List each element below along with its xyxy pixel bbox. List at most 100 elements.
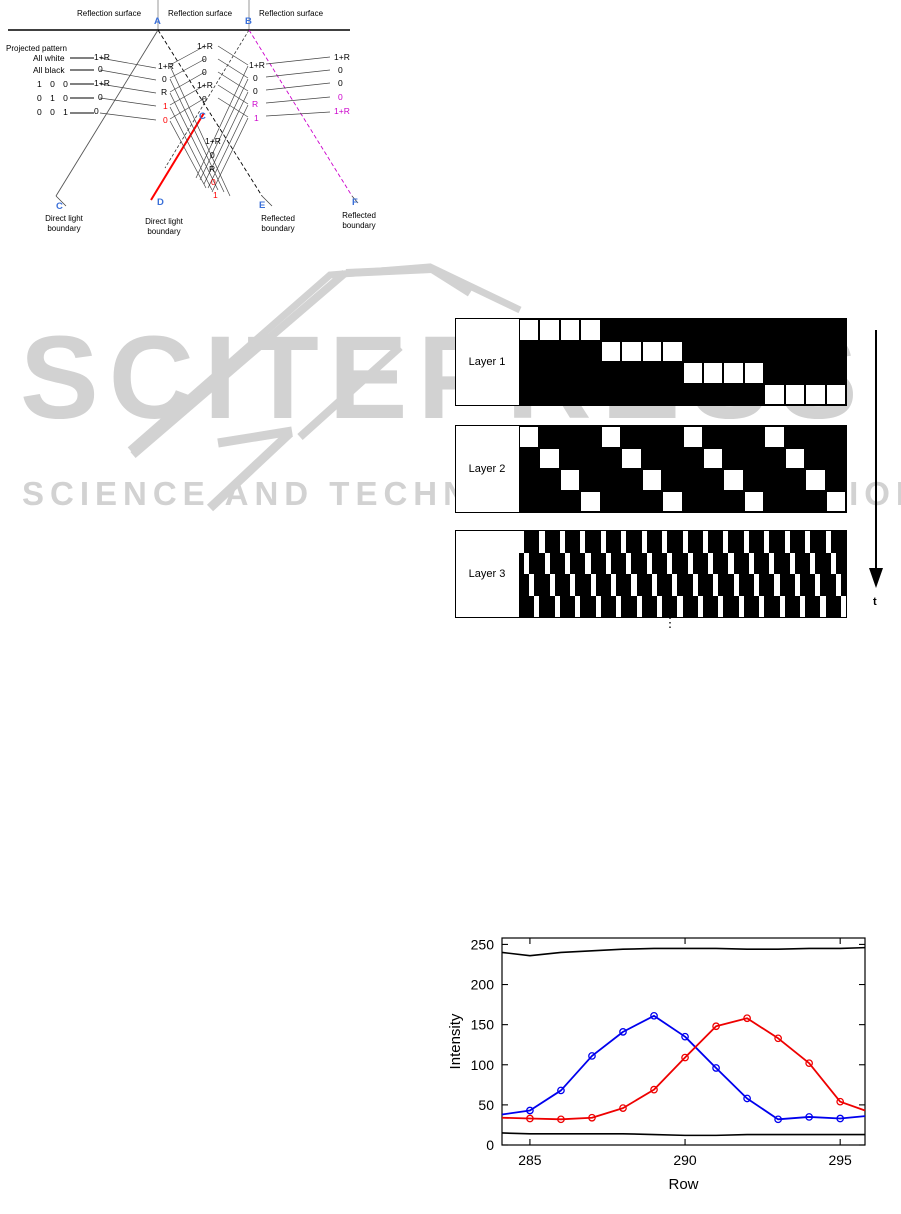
layer-3-grid bbox=[519, 531, 846, 617]
layer-cell bbox=[600, 574, 606, 596]
watermark-stroke-3 bbox=[429, 265, 473, 297]
layer-cell bbox=[559, 531, 565, 553]
layer-cell bbox=[718, 574, 724, 596]
layer-cell bbox=[636, 552, 642, 574]
layer-cell bbox=[687, 595, 693, 617]
layer-cell bbox=[835, 595, 841, 617]
layer-cell bbox=[519, 531, 525, 553]
col-right-value-3: 0 bbox=[338, 92, 343, 102]
layer-cell bbox=[616, 574, 622, 596]
layer-cell bbox=[825, 383, 846, 405]
layer-cell bbox=[544, 574, 550, 596]
layer-cell bbox=[641, 383, 663, 405]
layer-cell bbox=[559, 552, 565, 574]
layer-cell bbox=[549, 552, 555, 574]
col-B-value-3: R bbox=[252, 99, 259, 109]
layer-cell bbox=[784, 340, 806, 362]
point-label-F: F bbox=[352, 197, 358, 208]
layer-cell bbox=[754, 531, 760, 553]
layer-cell bbox=[519, 574, 525, 596]
layer-cell bbox=[621, 319, 642, 341]
layer-cell bbox=[713, 531, 719, 553]
layer-cell bbox=[764, 574, 770, 596]
layer-cell bbox=[595, 595, 601, 617]
layer-cell bbox=[840, 574, 846, 596]
layer-cell bbox=[805, 340, 826, 362]
layer-cell bbox=[549, 531, 555, 553]
layer-cell bbox=[662, 319, 683, 341]
chart-data-point bbox=[588, 1052, 596, 1060]
layer-cell bbox=[621, 426, 642, 448]
layer-cell bbox=[820, 595, 826, 617]
layer-cell bbox=[702, 595, 709, 617]
layer-cell bbox=[692, 574, 698, 596]
pattern-value-4: 0 bbox=[94, 106, 99, 116]
layer-cell bbox=[713, 595, 719, 617]
chart-plot-frame bbox=[501, 937, 866, 1146]
layer-cell bbox=[605, 595, 611, 617]
layer-cell bbox=[800, 574, 806, 596]
layer-2-grid bbox=[519, 426, 846, 512]
layer-cell bbox=[580, 362, 601, 384]
layer-cell bbox=[810, 531, 816, 553]
layer-cell bbox=[636, 595, 642, 617]
layer-cell bbox=[616, 552, 622, 574]
layer-cell bbox=[662, 362, 683, 384]
layer-cell bbox=[733, 531, 739, 553]
layer-cell bbox=[764, 531, 770, 553]
layer-cell bbox=[728, 552, 734, 574]
layer-cell bbox=[570, 531, 576, 553]
layer-cell bbox=[805, 426, 826, 448]
layer-cell bbox=[656, 595, 663, 617]
layer-cell bbox=[590, 531, 596, 553]
layer-cell bbox=[723, 319, 744, 341]
layer-cell bbox=[662, 426, 683, 448]
chart-data-point bbox=[805, 1113, 814, 1121]
chart-data-point bbox=[774, 1034, 782, 1043]
chart-data-point bbox=[650, 1085, 658, 1094]
layer-cell bbox=[570, 595, 576, 617]
layer-cell bbox=[789, 595, 795, 617]
layer-cell bbox=[702, 319, 724, 341]
layer-cell bbox=[600, 362, 622, 384]
layer-cell bbox=[662, 447, 683, 469]
layer-cell bbox=[825, 362, 846, 384]
layer-cell bbox=[570, 574, 576, 596]
ray-fan-bottom bbox=[169, 65, 249, 197]
layer-cell bbox=[575, 552, 581, 574]
layer-cell bbox=[789, 574, 795, 596]
layer-cell bbox=[743, 469, 765, 491]
layer-cell bbox=[564, 574, 571, 596]
layer-cell bbox=[616, 595, 622, 617]
layer-cell bbox=[600, 383, 622, 405]
layer-cell bbox=[723, 552, 729, 574]
layer-cell bbox=[702, 552, 709, 574]
layer-cell bbox=[820, 531, 826, 553]
layer-cell bbox=[805, 469, 826, 491]
layer-cell bbox=[754, 552, 760, 574]
layer-cell bbox=[682, 552, 688, 574]
col-mid-value-2: 0 bbox=[202, 67, 207, 77]
layer-cell bbox=[840, 531, 846, 553]
ray-fan-A-mid bbox=[169, 45, 206, 120]
boundary-line-BD-upper bbox=[164, 29, 250, 169]
layer-cell bbox=[764, 319, 785, 341]
layer-cell bbox=[794, 574, 801, 596]
layer-cell bbox=[764, 490, 785, 512]
layer-cell bbox=[667, 595, 673, 617]
layer-cell bbox=[789, 531, 795, 553]
layer-cell bbox=[600, 447, 622, 469]
layer-cell bbox=[539, 319, 560, 341]
layer-cell bbox=[825, 531, 831, 553]
layer-cell bbox=[774, 531, 780, 553]
layer-cell bbox=[600, 595, 606, 617]
chart-data-point bbox=[619, 1028, 627, 1036]
layer-cell bbox=[743, 319, 765, 341]
layer-cell bbox=[641, 340, 663, 362]
layer-cell bbox=[519, 426, 540, 448]
chart-data-point bbox=[557, 1115, 565, 1124]
layer-cell bbox=[636, 574, 642, 596]
layer-cell bbox=[570, 552, 576, 574]
layer-cell bbox=[784, 595, 790, 617]
layer-cell bbox=[626, 552, 632, 574]
